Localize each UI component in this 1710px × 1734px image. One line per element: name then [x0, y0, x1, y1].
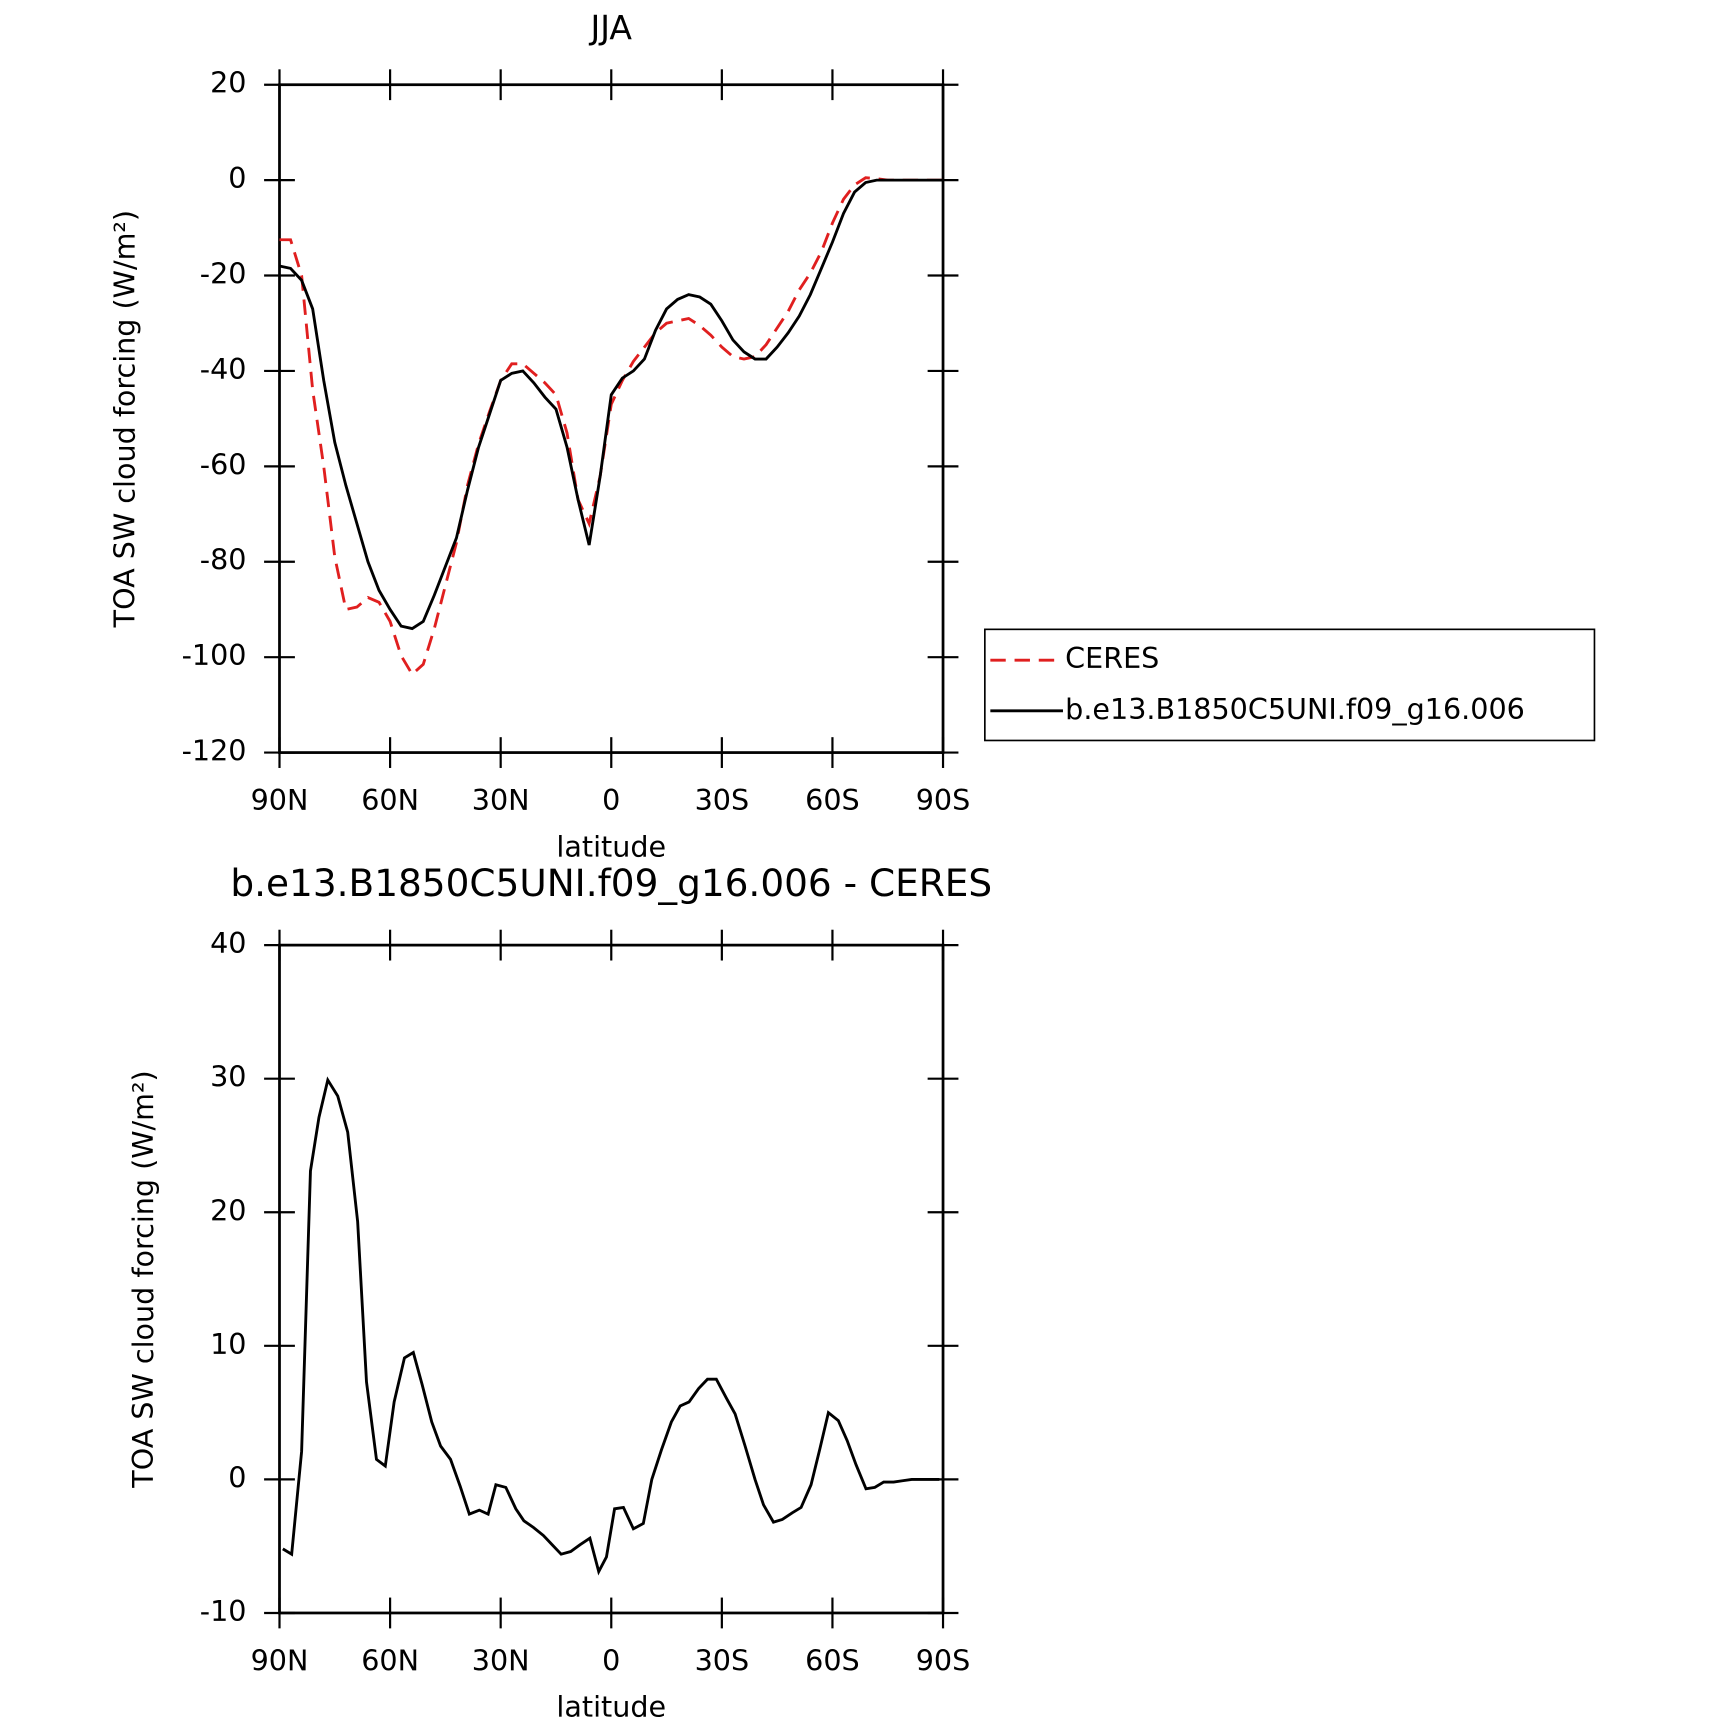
x-tick-label: 90N	[251, 1643, 309, 1677]
series-line	[282, 1076, 940, 1576]
x-tick-label: 30S	[695, 783, 750, 817]
y-tick-label: -100	[182, 638, 247, 672]
x-tick-label: 90S	[916, 1643, 971, 1677]
y-tick-label: -80	[200, 543, 247, 577]
x-tick-label: 30N	[472, 783, 530, 817]
x-axis-label: latitude	[556, 1690, 666, 1724]
chart-title: b.e13.B1850C5UNI.f09_g16.006 - CERES	[230, 861, 992, 905]
y-tick-label: 20	[210, 1193, 246, 1227]
y-tick-label: -10	[200, 1594, 247, 1628]
x-tick-label: 0	[602, 1643, 620, 1677]
plot-frame	[278, 83, 945, 754]
y-tick-label: -20	[200, 257, 247, 291]
x-tick-label: 0	[602, 783, 620, 817]
legend-label: b.e13.B1850C5UNI.f09_g16.006	[1065, 692, 1525, 726]
legend-box	[984, 628, 1596, 742]
y-axis-label: TOA SW cloud forcing (W/m²)	[126, 1070, 160, 1488]
y-tick-label: 10	[210, 1327, 246, 1361]
y-tick-label: -60	[200, 447, 247, 481]
y-tick-label: 20	[210, 66, 246, 100]
legend-label: CERES	[1065, 641, 1159, 675]
y-tick-label: 40	[210, 926, 246, 960]
y-tick-label: -40	[200, 352, 247, 386]
x-tick-label: 90S	[916, 783, 971, 817]
x-tick-label: 30S	[695, 1643, 750, 1677]
y-tick-label: 0	[228, 161, 246, 195]
x-tick-label: 60S	[805, 1643, 860, 1677]
x-tick-label: 60S	[805, 783, 860, 817]
chart-title: JJA	[589, 8, 633, 47]
y-tick-label: 30	[210, 1060, 246, 1094]
y-tick-label: -120	[182, 734, 247, 768]
x-tick-label: 60N	[361, 1643, 419, 1677]
x-axis-label: latitude	[556, 829, 666, 863]
series-line	[279, 178, 944, 631]
x-tick-label: 90N	[251, 783, 309, 817]
y-axis-label: TOA SW cloud forcing (W/m²)	[108, 210, 142, 628]
x-tick-label: 60N	[361, 783, 419, 817]
plot-frame	[278, 943, 945, 1615]
y-tick-label: 0	[228, 1460, 246, 1494]
x-tick-label: 30N	[472, 1643, 530, 1677]
